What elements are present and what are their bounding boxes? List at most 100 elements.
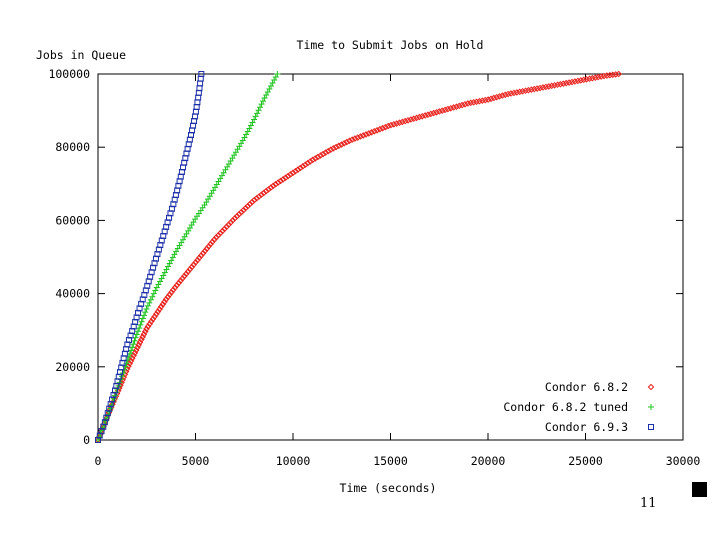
x-axis-label: Time (seconds) [340, 481, 437, 495]
data-point [297, 164, 304, 172]
data-point [125, 337, 132, 344]
y-tick-label: 60000 [55, 213, 90, 227]
data-point [250, 196, 258, 204]
y-tick-label: 100000 [48, 67, 90, 81]
data-point [269, 80, 276, 87]
data-point [217, 229, 224, 237]
data-point [247, 122, 254, 129]
data-point [264, 89, 271, 96]
legend: Condor 6.8.2 Condor 6.8.2 tuned Condor 6.9… [503, 380, 655, 434]
data-point [169, 286, 177, 294]
data-point [267, 83, 274, 90]
data-point [438, 107, 446, 114]
data-point [154, 308, 162, 315]
data-point [194, 256, 201, 264]
x-tick-label: 25000 [568, 454, 603, 468]
data-point [542, 83, 550, 91]
data-point [261, 95, 268, 102]
data-point [126, 350, 133, 357]
data-point [373, 126, 381, 134]
data-point [357, 133, 364, 140]
data-point [390, 120, 398, 128]
data-point [322, 149, 329, 156]
data-point [444, 105, 452, 113]
data-point [181, 272, 188, 280]
y-tick-label: 0 [83, 433, 90, 447]
data-point [407, 116, 415, 123]
data-point [279, 176, 287, 183]
data-point [539, 84, 547, 91]
data-point [205, 243, 213, 250]
data-point [282, 174, 289, 182]
data-point [530, 85, 538, 93]
data-point [565, 79, 573, 86]
data-point [169, 254, 176, 261]
data-point [568, 78, 576, 86]
data-point [393, 120, 400, 127]
data-point [133, 331, 140, 338]
data-point [560, 80, 567, 87]
data-point [487, 95, 495, 103]
data-point [513, 89, 521, 96]
data-point [254, 110, 261, 117]
data-point [158, 275, 165, 282]
data-point [159, 300, 167, 308]
data-point [255, 107, 262, 114]
data-point [201, 247, 209, 255]
data-point [399, 118, 406, 126]
data-point [130, 341, 137, 348]
data-point [182, 270, 190, 278]
data-point [362, 131, 370, 138]
data-point [157, 278, 164, 285]
data-point [233, 212, 241, 220]
data-point [263, 92, 270, 99]
data-point [594, 73, 602, 81]
data-point [190, 261, 198, 268]
data-point [151, 313, 158, 320]
data-point [416, 113, 423, 121]
data-point [284, 172, 292, 180]
data-point [144, 302, 151, 309]
data-point [260, 189, 268, 197]
corner-square [692, 482, 707, 497]
data-point [186, 265, 194, 273]
data-point [351, 135, 359, 142]
data-point [458, 101, 466, 109]
data-point [152, 310, 160, 318]
data-point [165, 263, 172, 270]
data-point [136, 305, 143, 312]
data-point [265, 186, 272, 193]
data-point [410, 115, 418, 123]
data-point [207, 240, 214, 248]
data-point [319, 150, 327, 158]
legend-label: Condor 6.8.2 [545, 380, 628, 394]
data-point [219, 227, 226, 235]
data-point [306, 158, 314, 165]
data-point [507, 90, 515, 97]
data-point [249, 119, 256, 126]
data-point [252, 113, 259, 120]
data-point [421, 112, 429, 119]
data-point [209, 238, 216, 246]
series-1 [94, 70, 622, 444]
y-tick-label: 40000 [55, 287, 90, 301]
data-point [139, 296, 146, 303]
legend-label: Condor 6.9.3 [545, 420, 628, 434]
data-point [571, 78, 579, 85]
data-point [131, 337, 138, 344]
data-point [359, 132, 367, 139]
data-point [160, 272, 167, 279]
data-point [525, 86, 532, 94]
data-point [153, 284, 160, 291]
data-point [244, 202, 252, 210]
data-point [577, 77, 585, 84]
data-point [516, 88, 524, 96]
data-point [562, 79, 570, 87]
data-point [299, 163, 307, 170]
data-point [161, 298, 168, 306]
data-point [223, 223, 230, 231]
data-point [401, 117, 409, 125]
data-point [255, 193, 263, 200]
data-point [272, 180, 279, 188]
